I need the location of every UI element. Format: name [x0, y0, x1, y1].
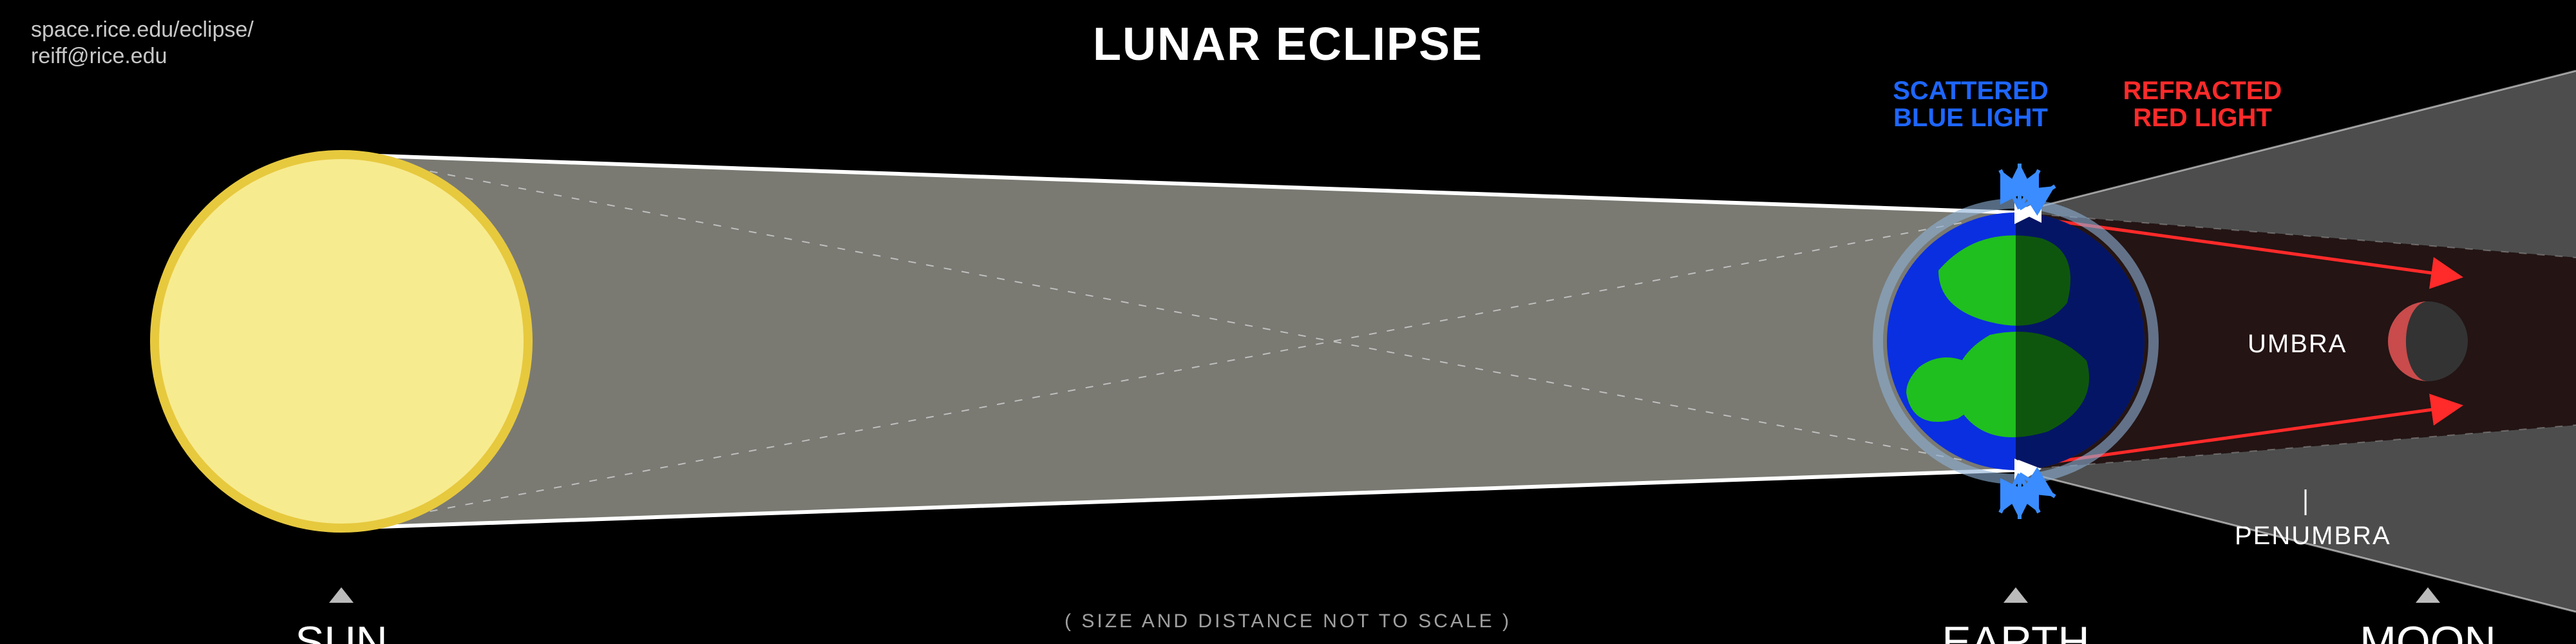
caret-up-icon — [2416, 587, 2440, 603]
caret-up-icon — [329, 587, 354, 603]
sunlight-beam — [341, 155, 2016, 528]
refracted-label: REFRACTED RED LIGHT — [2112, 77, 2293, 131]
penumbra-label: PENUMBRA — [2235, 522, 2391, 551]
umbra-text: UMBRA — [2248, 330, 2347, 358]
scattered-line2: BLUE LIGHT — [1880, 104, 2061, 131]
label-sun: SUN — [264, 567, 419, 644]
title-text: LUNAR ECLIPSE — [1093, 19, 1483, 70]
refracted-line2: RED LIGHT — [2112, 104, 2293, 131]
main-title: LUNAR ECLIPSE — [0, 18, 2576, 71]
label-moon: MOON — [2351, 567, 2505, 644]
sun-disc — [155, 155, 528, 528]
note-text: ( SIZE AND DISTANCE NOT TO SCALE ) — [1065, 611, 1511, 632]
umbra-label: UMBRA — [2248, 330, 2347, 359]
penumbra-text: PENUMBRA — [2235, 522, 2391, 550]
scattered-label: SCATTERED BLUE LIGHT — [1880, 77, 2061, 131]
refracted-line1: REFRACTED — [2112, 77, 2293, 104]
caret-up-icon — [2003, 587, 2028, 603]
scattered-line1: SCATTERED — [1880, 77, 2061, 104]
scale-note: ( SIZE AND DISTANCE NOT TO SCALE ) — [0, 611, 2576, 632]
label-earth: EARTH — [1938, 567, 2093, 644]
